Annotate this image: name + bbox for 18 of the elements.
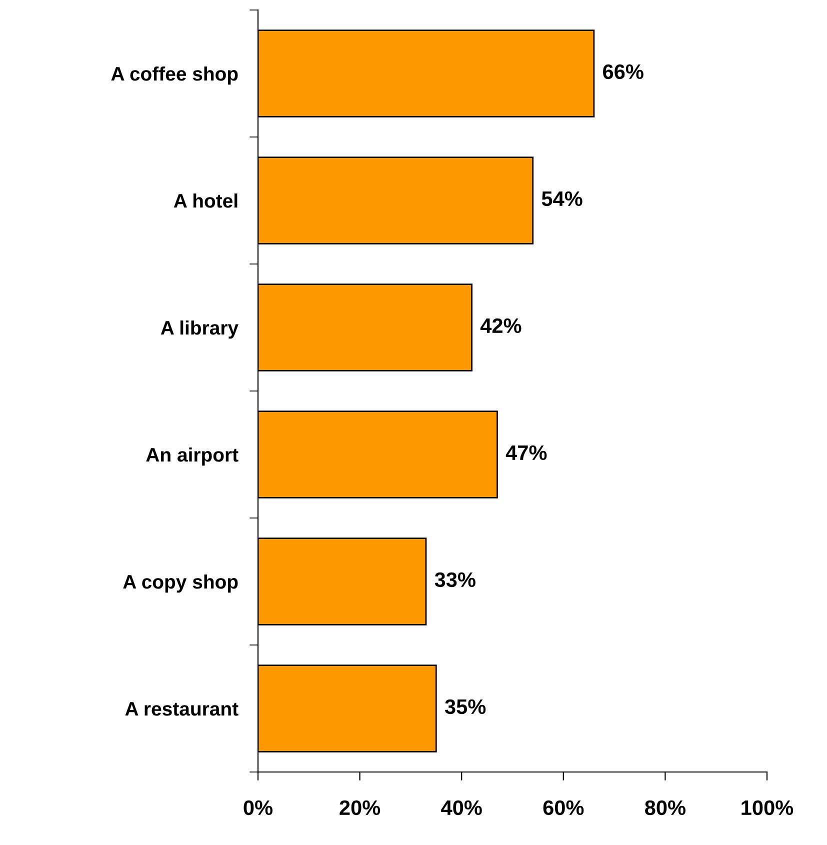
data-label: 35% [444, 699, 486, 714]
y-tick-label: A hotel [174, 193, 238, 208]
data-label: 54% [542, 191, 582, 206]
x-tick-label: 80% [645, 800, 686, 816]
data-label: 33% [434, 572, 476, 588]
y-tick-label: A library [160, 320, 238, 339]
x-tick-label: 60% [543, 800, 584, 816]
y-tick-label: A copy shop [123, 574, 238, 593]
x-tick-label: 40% [441, 800, 482, 816]
y-tick-label: A coffee shop [111, 66, 238, 85]
data-label: 66% [603, 64, 644, 80]
y-tick-label: An airport [146, 447, 238, 466]
y-tick-label: A restaurant [125, 702, 238, 716]
x-tick-label: 0% [244, 800, 273, 816]
x-tick-label: 20% [340, 800, 380, 816]
data-label: 47% [506, 445, 547, 460]
x-tick-label: 100% [742, 800, 794, 816]
data-label: 42% [480, 318, 522, 334]
